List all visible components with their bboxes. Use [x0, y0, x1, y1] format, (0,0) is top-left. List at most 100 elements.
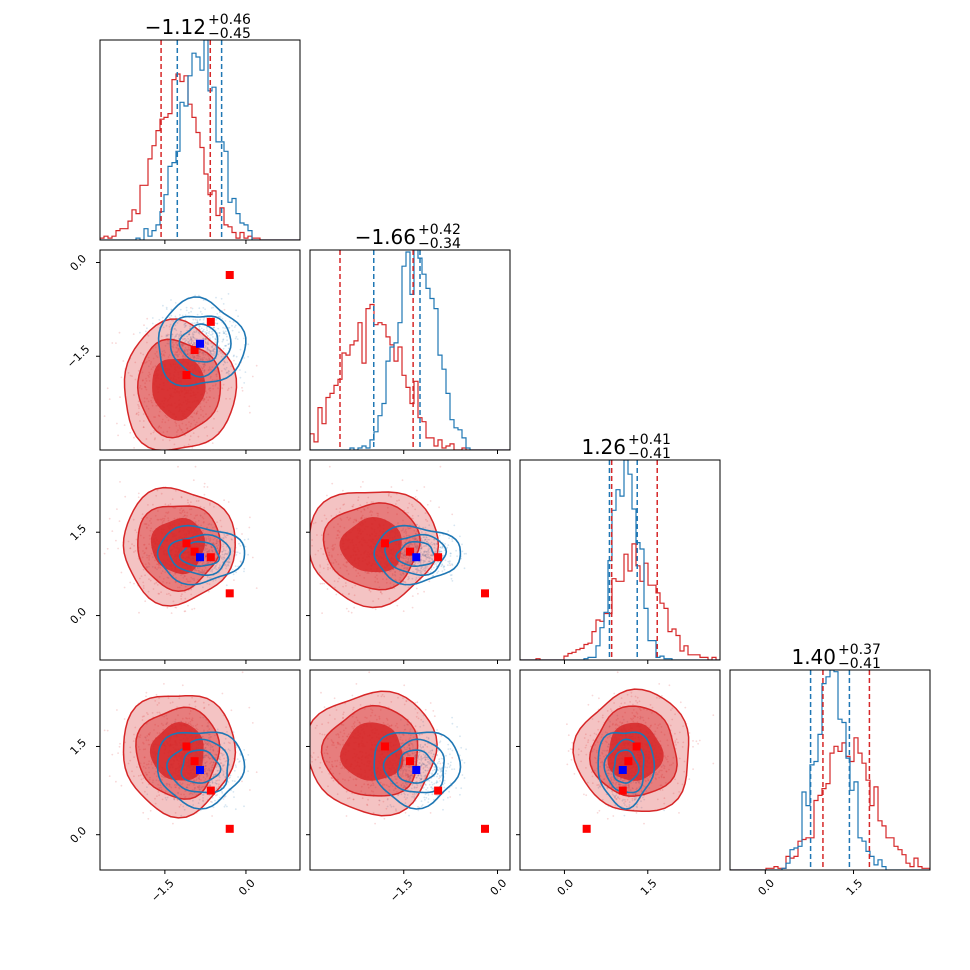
sample-point — [166, 342, 169, 345]
sample-point — [201, 571, 204, 574]
sample-point — [427, 560, 430, 563]
sample-point — [193, 579, 196, 582]
sample-point — [411, 595, 414, 597]
sample-point — [202, 776, 205, 779]
sample-point — [406, 567, 409, 570]
sample-point — [137, 492, 140, 495]
sample-point — [405, 560, 408, 563]
sample-point — [161, 350, 164, 353]
sample-point — [400, 552, 403, 555]
sample-point — [364, 571, 367, 573]
sample-point — [431, 559, 434, 562]
sample-point — [166, 721, 169, 724]
sample-point — [241, 780, 243, 783]
sample-point — [206, 329, 209, 332]
sample-point — [148, 554, 151, 557]
sample-point — [228, 373, 230, 375]
sample-point — [385, 807, 388, 810]
sample-point — [193, 412, 196, 415]
sample-point — [167, 519, 170, 522]
sample-point — [248, 526, 251, 529]
sample-point — [198, 319, 201, 321]
sample-point — [133, 551, 135, 553]
sample-point — [407, 527, 410, 530]
sample-point — [185, 786, 188, 789]
sample-point — [123, 424, 126, 426]
sample-point — [202, 757, 205, 759]
sample-point — [157, 783, 160, 786]
sample-point — [162, 578, 165, 580]
sample-point — [180, 428, 183, 431]
sample-point — [216, 753, 218, 756]
sample-point — [227, 552, 230, 555]
sample-point — [201, 357, 204, 359]
sample-point — [342, 489, 344, 492]
sample-point — [210, 766, 213, 769]
sample-point — [353, 606, 355, 609]
sample-point — [227, 560, 230, 563]
sample-point — [208, 332, 210, 335]
sample-point — [204, 331, 207, 333]
sample-point — [191, 577, 194, 580]
sample-point — [147, 504, 149, 506]
sample-point — [319, 564, 321, 567]
blue-contour-1 — [167, 533, 232, 576]
sample-point — [438, 550, 441, 553]
red-marker-1 — [190, 757, 199, 766]
sample-point — [413, 538, 416, 541]
sample-point — [187, 340, 190, 343]
sample-point — [191, 696, 194, 699]
sample-point — [417, 570, 420, 572]
sample-point — [213, 567, 216, 569]
sample-point — [426, 503, 429, 506]
sample-point — [410, 556, 413, 559]
sample-point — [204, 308, 207, 311]
sample-point — [150, 527, 153, 530]
sample-point — [174, 606, 177, 609]
sample-point — [145, 691, 148, 694]
sample-point — [181, 422, 184, 425]
sample-point — [147, 408, 150, 410]
sample-point — [402, 529, 404, 531]
sample-point — [169, 702, 172, 704]
sample-point — [316, 534, 318, 536]
sample-point — [201, 724, 204, 727]
sample-point — [181, 431, 184, 434]
sample-point — [369, 511, 371, 513]
sample-point — [209, 377, 212, 379]
sample-point — [237, 776, 240, 778]
sample-point — [141, 719, 144, 721]
sample-point — [410, 561, 413, 563]
sample-point — [360, 517, 362, 520]
sample-point — [199, 716, 202, 719]
sample-point — [143, 715, 145, 718]
sample-point — [243, 337, 245, 340]
sample-point — [191, 789, 194, 791]
sample-point — [194, 521, 197, 523]
sample-point — [187, 722, 190, 725]
sample-point — [434, 551, 436, 554]
sample-point — [451, 580, 454, 582]
sample-point — [199, 514, 202, 517]
sample-point — [148, 766, 150, 769]
sample-point — [141, 379, 144, 382]
sample-point — [202, 337, 205, 340]
sample-point — [201, 351, 204, 354]
sample-point — [367, 571, 369, 574]
sample-point — [190, 422, 193, 425]
sample-point — [449, 564, 452, 567]
sample-point — [142, 587, 145, 589]
sample-point — [220, 557, 223, 560]
sample-point — [179, 314, 181, 316]
sample-point — [148, 557, 151, 559]
sample-point — [190, 306, 192, 309]
y-tick-label: 0.0 — [68, 252, 90, 274]
sample-point — [212, 336, 214, 338]
sample-point — [195, 778, 198, 781]
sample-point — [157, 566, 160, 569]
sample-point — [185, 339, 188, 342]
sample-point — [211, 550, 214, 553]
sample-point — [200, 414, 202, 416]
sample-point — [420, 544, 423, 546]
sample-point — [151, 566, 154, 568]
